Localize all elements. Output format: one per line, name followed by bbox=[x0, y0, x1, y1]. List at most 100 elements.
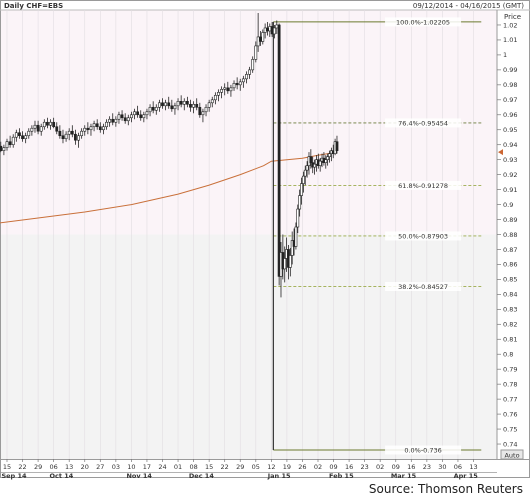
candle-body bbox=[148, 106, 152, 113]
candle-body bbox=[86, 127, 90, 131]
fib-level-label: 76.4%-0.95454 bbox=[398, 119, 448, 127]
candle-body bbox=[2, 147, 6, 151]
candle-body bbox=[254, 45, 258, 60]
y-tick-label: 0.91 bbox=[503, 186, 517, 194]
fib-label-bg bbox=[385, 445, 462, 455]
x-tick-label: 01 bbox=[174, 463, 182, 471]
x-tick-label: 16 bbox=[407, 463, 415, 471]
y-tick-label: 0.97 bbox=[503, 96, 517, 104]
fib-label-bg bbox=[385, 231, 462, 241]
candle-body bbox=[5, 141, 9, 148]
candle-body bbox=[164, 102, 168, 107]
x-tick-label: 13 bbox=[65, 463, 73, 471]
candle-body bbox=[195, 103, 199, 108]
candle-body bbox=[42, 121, 46, 128]
candle-body bbox=[136, 111, 140, 116]
candle-body bbox=[83, 127, 87, 132]
candle-body bbox=[95, 123, 99, 128]
candle-body bbox=[176, 100, 180, 107]
x-tick-label: 02 bbox=[376, 463, 384, 471]
x-tick-label: 22 bbox=[221, 463, 229, 471]
y-tick-label: 0.82 bbox=[503, 321, 517, 329]
x-tick-label: 08 bbox=[189, 463, 197, 471]
x-month-label: Dec 14 bbox=[189, 472, 214, 480]
x-tick-label: 23 bbox=[361, 463, 369, 471]
candle-body bbox=[182, 100, 186, 105]
x-tick-label: 15 bbox=[205, 463, 213, 471]
x-tick-label: 20 bbox=[81, 463, 89, 471]
y-tick-label: 0.87 bbox=[503, 246, 517, 254]
date-range: 09/12/2014 - 04/16/2015 (GMT) bbox=[413, 2, 524, 10]
x-tick-label: 13 bbox=[469, 463, 477, 471]
x-month-label: Jan 15 bbox=[267, 472, 291, 480]
y-tick-label: 0.81 bbox=[503, 336, 517, 344]
y-tick-label: 0.98 bbox=[503, 81, 517, 89]
fibonacci-levels: 100.0%-1.02205 76.4%-0.95454 61.8%-0.91278… bbox=[272, 17, 482, 455]
candle-body bbox=[80, 130, 84, 137]
y-tick-label: 0.94 bbox=[503, 141, 517, 149]
candle-body bbox=[74, 133, 77, 141]
x-tick-label: 23 bbox=[423, 463, 431, 471]
candle-body bbox=[46, 121, 49, 126]
candle-body bbox=[139, 114, 143, 119]
x-tick-label: 29 bbox=[236, 463, 244, 471]
candle-body bbox=[27, 130, 31, 137]
candle-body bbox=[67, 130, 71, 135]
candle-body bbox=[55, 126, 59, 132]
candle-body bbox=[14, 132, 18, 138]
candle-body bbox=[220, 89, 223, 93]
candle-body bbox=[313, 163, 316, 168]
candle-body bbox=[105, 121, 108, 128]
candle-body bbox=[201, 111, 205, 116]
x-tick-label: 12 bbox=[267, 463, 275, 471]
candle-body bbox=[204, 106, 208, 113]
x-tick-label: 24 bbox=[158, 463, 166, 471]
candle-body bbox=[266, 27, 269, 32]
candle-body bbox=[290, 240, 294, 256]
x-tick-label: 03 bbox=[112, 463, 120, 471]
candle-body bbox=[235, 83, 239, 86]
candle-body bbox=[157, 102, 161, 108]
x-tick-label: 02 bbox=[314, 463, 322, 471]
y-axis: 0.74 0.75 0.76 0.77 0.78 0.79 0.8 0.81 0.82 0.83 0… bbox=[497, 21, 517, 448]
candle-body bbox=[189, 103, 192, 108]
candle-body bbox=[305, 165, 309, 171]
y-tick-label: 0.96 bbox=[503, 111, 517, 119]
lower-price-zone bbox=[1, 234, 497, 459]
candle-body bbox=[328, 153, 331, 157]
y-tick-label: 1.01 bbox=[503, 36, 517, 44]
candle-body bbox=[248, 69, 251, 75]
candle-body bbox=[89, 126, 93, 131]
x-tick-label: 17 bbox=[143, 463, 151, 471]
candle-body bbox=[217, 92, 220, 96]
candle-body bbox=[64, 133, 68, 140]
candle-body bbox=[39, 126, 43, 132]
candle-body bbox=[251, 59, 255, 71]
x-tick-label: 06 bbox=[454, 463, 462, 471]
auto-scale-button[interactable] bbox=[500, 449, 524, 460]
x-axis: 15 22 29 06 13 20 27 03 10 17 24 01 08 15 22 29 05 12 19 26… bbox=[0, 459, 497, 480]
x-tick-label: 30 bbox=[438, 463, 446, 471]
moving-average-line bbox=[0, 151, 337, 224]
candle-body bbox=[61, 135, 65, 140]
x-tick-label: 06 bbox=[50, 463, 58, 471]
candle-body bbox=[298, 195, 302, 210]
y-tick-label: 0.92 bbox=[503, 171, 517, 179]
candle-body bbox=[273, 27, 276, 35]
x-month-label: Oct 14 bbox=[50, 472, 74, 480]
candle-body bbox=[232, 83, 236, 89]
fib-level-label: 0.0%-0.736 bbox=[404, 447, 441, 455]
candle-body bbox=[30, 127, 34, 132]
candlestick-series bbox=[0, 12, 339, 298]
y-tick-label: 0.75 bbox=[503, 425, 517, 433]
candle-body bbox=[275, 24, 279, 29]
candle-body bbox=[151, 106, 155, 111]
y-tick-label: 0.8 bbox=[503, 351, 513, 359]
x-tick-label: 15 bbox=[3, 463, 11, 471]
candle-body bbox=[167, 102, 171, 107]
x-month-label: Nov 14 bbox=[126, 472, 152, 480]
y-tick-label: 0.95 bbox=[503, 126, 517, 134]
x-tick-label: 29 bbox=[34, 463, 42, 471]
candle-body bbox=[24, 135, 28, 140]
x-tick-label: 27 bbox=[96, 463, 104, 471]
